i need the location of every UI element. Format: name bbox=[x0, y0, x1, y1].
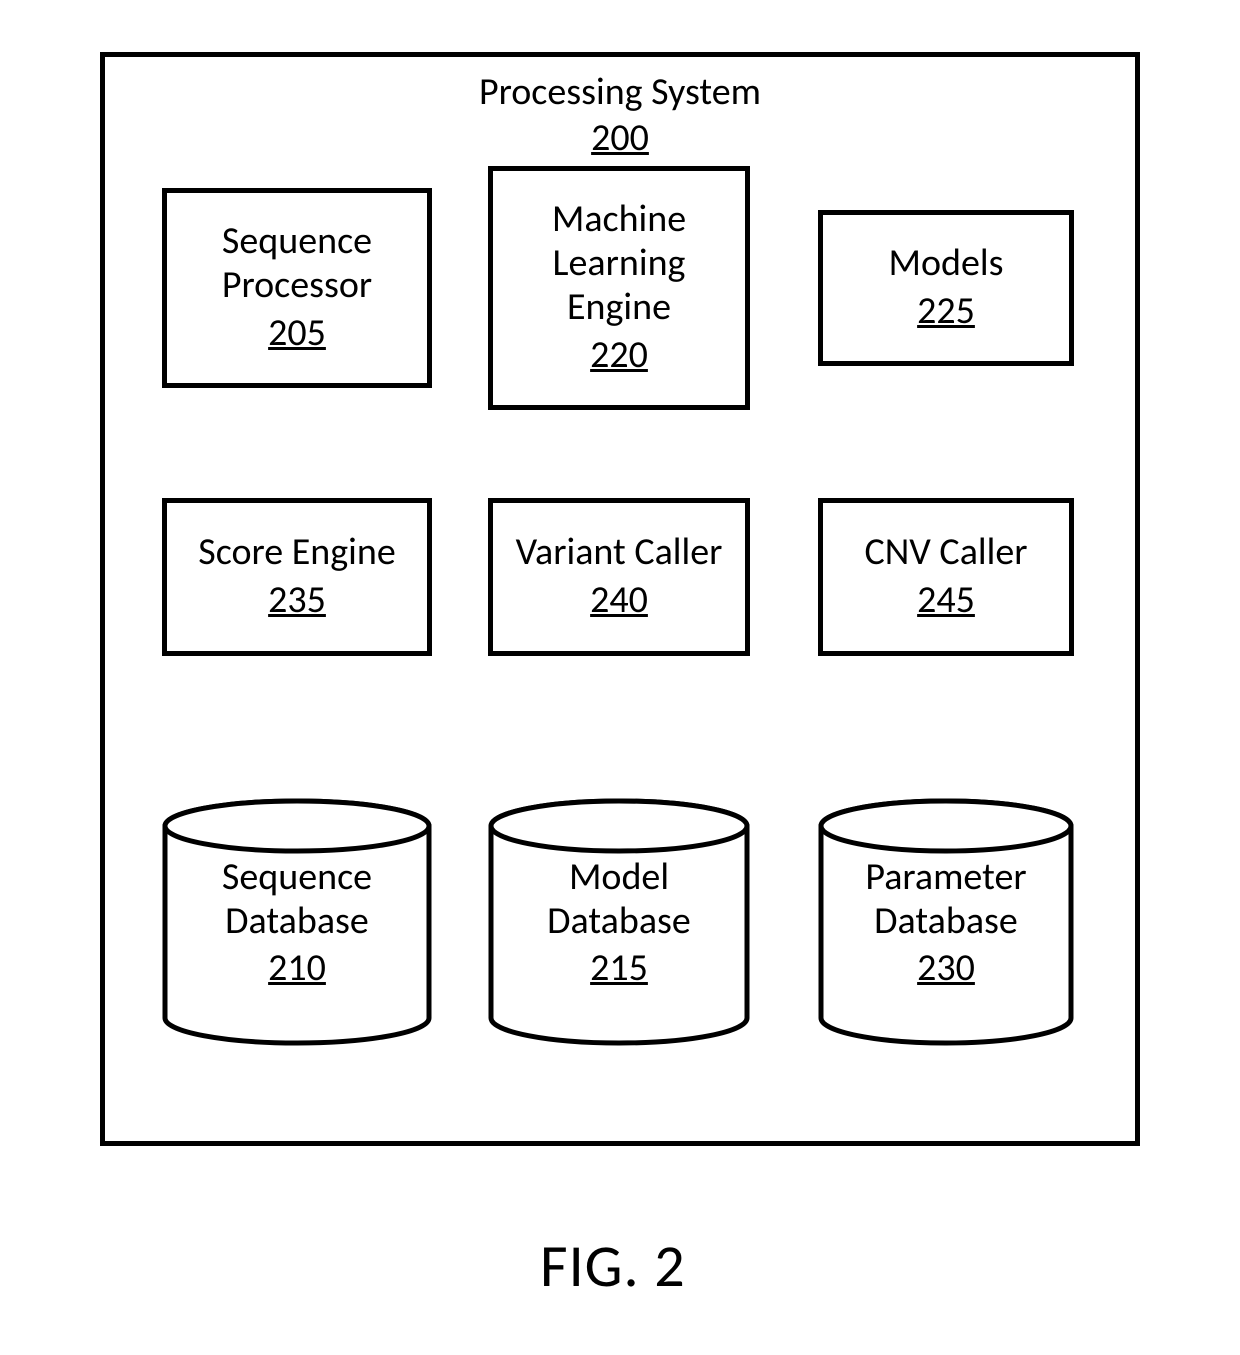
module-number: 235 bbox=[268, 577, 326, 623]
db-number: 215 bbox=[488, 945, 750, 991]
module-number: 225 bbox=[917, 288, 975, 334]
module-label: MachineLearningEngine bbox=[552, 198, 686, 329]
module-label: Score Engine bbox=[198, 531, 396, 575]
module-label: SequenceProcessor bbox=[222, 220, 372, 307]
system-number: 200 bbox=[105, 115, 1135, 161]
db-number: 210 bbox=[162, 945, 432, 991]
db-number: 230 bbox=[818, 945, 1074, 991]
module-label: CNV Caller bbox=[864, 531, 1027, 575]
module-models: Models 225 bbox=[818, 210, 1074, 366]
module-score-engine: Score Engine 235 bbox=[162, 498, 432, 656]
module-variant-caller: Variant Caller 240 bbox=[488, 498, 750, 656]
module-label: Models bbox=[889, 242, 1004, 286]
db-parameter: ParameterDatabase 230 bbox=[818, 798, 1074, 1046]
module-ml-engine: MachineLearningEngine 220 bbox=[488, 166, 750, 410]
db-sequence: SequenceDatabase 210 bbox=[162, 798, 432, 1046]
figure-caption: FIG. 2 bbox=[540, 1230, 686, 1303]
module-number: 245 bbox=[917, 577, 975, 623]
system-title: Processing System bbox=[105, 71, 1135, 115]
db-label-wrap: SequenceDatabase 210 bbox=[162, 856, 432, 991]
module-sequence-processor: SequenceProcessor 205 bbox=[162, 188, 432, 388]
db-label: ParameterDatabase bbox=[818, 856, 1074, 943]
db-label: SequenceDatabase bbox=[162, 856, 432, 943]
module-number: 205 bbox=[268, 310, 326, 356]
db-label-wrap: ParameterDatabase 230 bbox=[818, 856, 1074, 991]
db-label-wrap: ModelDatabase 215 bbox=[488, 856, 750, 991]
module-label: Variant Caller bbox=[516, 531, 723, 575]
db-label: ModelDatabase bbox=[488, 856, 750, 943]
system-title-block: Processing System 200 bbox=[105, 71, 1135, 161]
module-number: 220 bbox=[590, 332, 648, 378]
module-cnv-caller: CNV Caller 245 bbox=[818, 498, 1074, 656]
db-model: ModelDatabase 215 bbox=[488, 798, 750, 1046]
module-number: 240 bbox=[590, 577, 648, 623]
